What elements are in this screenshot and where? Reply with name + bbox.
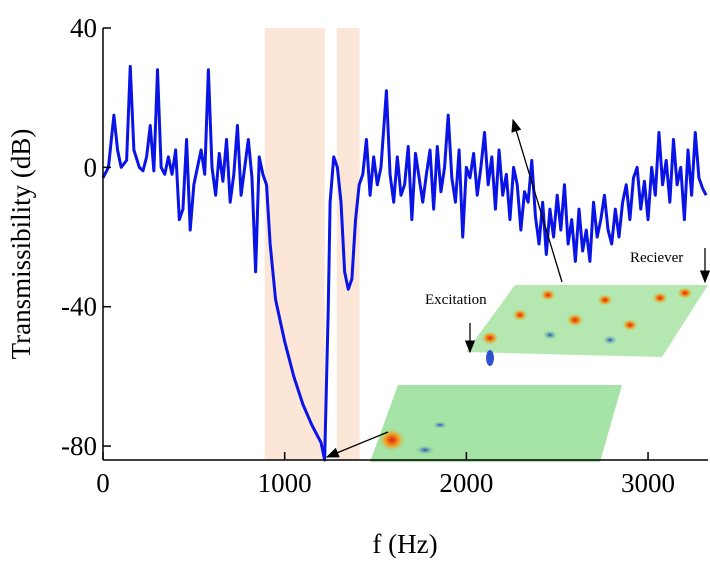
- arrow: [511, 118, 563, 283]
- plate-low: [370, 385, 622, 462]
- plate-high: [466, 285, 708, 357]
- inset-images: Excitation Reciever: [325, 118, 710, 462]
- x-tick-label: 2000: [439, 468, 493, 498]
- y-tick-label: -80: [61, 431, 97, 461]
- blobs: [481, 287, 693, 366]
- y-tick-label: 40: [70, 13, 97, 43]
- band: [264, 28, 325, 460]
- annotation: Excitation: [425, 292, 487, 308]
- blob: [415, 445, 435, 455]
- x-tick-label: 0: [96, 468, 110, 498]
- annotation: Reciever: [630, 250, 683, 266]
- line: [101, 64, 708, 462]
- x-tick-label: 3000: [621, 468, 675, 498]
- y-tick-label: -40: [61, 292, 97, 322]
- y-tick-label: 0: [84, 152, 98, 182]
- x-axis-label: f (Hz): [372, 529, 437, 558]
- blob: [378, 428, 406, 452]
- x-tick-label: 1000: [258, 468, 312, 498]
- blob: [432, 421, 448, 429]
- band: [336, 28, 360, 460]
- y-axis-label: Transmissibility (dB): [6, 129, 36, 360]
- arrow: [325, 431, 389, 458]
